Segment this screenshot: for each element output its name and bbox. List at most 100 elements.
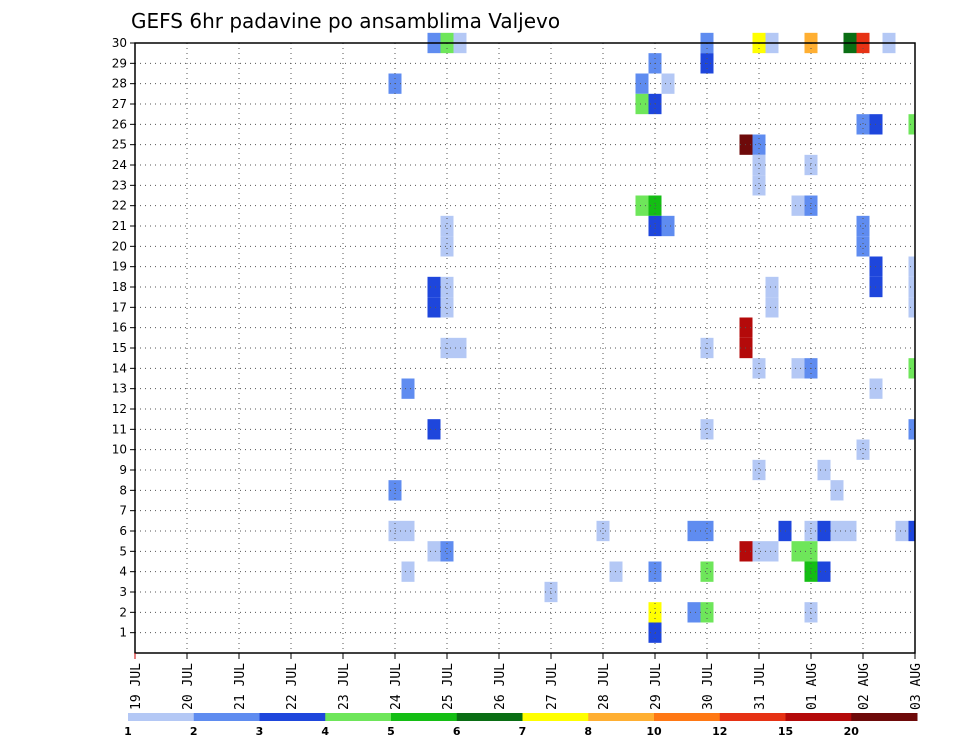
y-tick-label: 13	[112, 382, 127, 396]
y-tick-label: 6	[119, 524, 127, 538]
y-tick-label: 5	[119, 544, 127, 558]
colorbar-label: 8	[584, 725, 592, 738]
y-tick-label: 9	[119, 463, 127, 477]
precip-cell	[752, 541, 766, 562]
y-tick-label: 25	[112, 138, 127, 152]
colorbar-swatch	[785, 713, 852, 721]
x-tick-label: 27 JUL	[545, 663, 560, 710]
precip-cell	[401, 378, 415, 399]
colorbar-label: 10	[646, 725, 662, 738]
colorbar-label: 7	[519, 725, 527, 738]
y-tick-label: 12	[112, 402, 127, 416]
precip-cell	[791, 541, 805, 562]
precip-cell	[908, 297, 915, 318]
precip-cell	[908, 520, 915, 542]
precip-cell	[856, 215, 870, 237]
x-tick-label: 25 JUL	[441, 663, 456, 710]
colorbar-swatch	[325, 713, 392, 721]
precip-cell	[908, 358, 915, 379]
grid-lines	[135, 43, 915, 653]
precip-cell	[427, 419, 441, 440]
precip-cell	[401, 520, 415, 542]
precip-cell	[765, 541, 779, 562]
y-tick-label: 14	[112, 361, 127, 375]
chart-title: GEFS 6hr padavine po ansamblima Valjevo	[131, 9, 560, 33]
x-tick-label: 21 JUL	[233, 663, 248, 710]
y-tick-label: 20	[112, 239, 127, 253]
colorbar-label: 20	[844, 725, 860, 738]
colorbar: 1 2 3 4 5 6 7 8 10 12 15 20	[124, 713, 918, 738]
precip-cell	[661, 73, 675, 94]
colorbar-swatch	[128, 713, 195, 721]
precip-cell	[830, 480, 844, 501]
y-tick-label: 1	[119, 626, 127, 640]
y-tick-label: 7	[119, 504, 127, 518]
precip-cell	[908, 419, 915, 440]
precip-cell	[440, 236, 454, 257]
precip-cell	[856, 439, 870, 460]
precip-cell	[440, 541, 454, 562]
precip-cell	[596, 520, 610, 542]
precip-cell	[440, 297, 454, 318]
y-tick-label: 10	[112, 443, 127, 457]
colorbar-label: 15	[778, 725, 793, 738]
x-tick-label: 22 JUL	[285, 663, 300, 710]
y-tick-label: 18	[112, 280, 127, 294]
precip-cell	[817, 561, 831, 582]
precip-cell	[830, 520, 844, 542]
colorbar-swatch	[193, 713, 260, 721]
precip-cell	[440, 215, 454, 237]
heatmap-cells	[388, 32, 915, 643]
precip-cell	[817, 520, 831, 542]
precip-cell	[752, 154, 766, 176]
y-tick-label: 29	[112, 56, 127, 70]
y-tick-label: 8	[119, 483, 127, 497]
y-tick-label: 22	[112, 199, 127, 213]
precip-cell	[752, 459, 766, 481]
x-axis: 19 JUL 20 JUL 21 JUL 22 JUL 23 JUL 24 JUL 25 J…	[129, 653, 924, 710]
precip-cell	[752, 175, 766, 196]
precip-cell	[856, 236, 870, 257]
x-tick-label: 03 AUG	[909, 663, 924, 710]
y-tick-label: 17	[112, 300, 127, 314]
precip-cell	[440, 337, 454, 359]
precip-cell	[427, 276, 441, 298]
y-tick-label: 11	[112, 422, 127, 436]
precip-cell	[687, 602, 701, 623]
precip-cell	[401, 561, 415, 582]
colorbar-label: 2	[190, 725, 198, 738]
y-tick-label: 30	[112, 36, 127, 50]
x-tick-label: 30 JUL	[701, 663, 716, 710]
precip-cell	[817, 459, 831, 481]
x-tick-label: 24 JUL	[389, 663, 404, 710]
colorbar-swatch	[391, 713, 458, 721]
precip-cell	[765, 276, 779, 298]
precip-cell	[427, 541, 441, 562]
x-tick-label: 31 JUL	[753, 663, 768, 710]
x-tick-label: 29 JUL	[649, 663, 664, 710]
precip-cell	[700, 602, 714, 623]
precip-cell	[752, 134, 766, 155]
precip-cell	[895, 520, 909, 542]
colorbar-swatch	[259, 713, 326, 721]
colorbar-swatch	[522, 713, 589, 721]
x-tick-label: 28 JUL	[597, 663, 612, 710]
y-tick-label: 19	[112, 260, 127, 274]
y-tick-label: 27	[112, 97, 127, 111]
precip-cell	[700, 419, 714, 440]
precip-cell	[635, 195, 649, 216]
colorbar-label: 5	[387, 725, 395, 738]
precip-cell	[700, 561, 714, 582]
y-tick-label: 3	[119, 585, 127, 599]
y-tick-label: 28	[112, 77, 127, 91]
x-tick-label: 26 JUL	[493, 663, 508, 710]
precip-cell	[908, 276, 915, 298]
precip-cell	[635, 73, 649, 94]
precip-cell	[661, 215, 675, 237]
colorbar-label: 6	[453, 725, 461, 738]
precip-cell	[635, 93, 649, 115]
y-axis: 1234567891011121314151617181920212223242…	[112, 36, 135, 640]
x-tick-label: 20 JUL	[181, 663, 196, 710]
colorbar-label: 3	[256, 725, 264, 738]
